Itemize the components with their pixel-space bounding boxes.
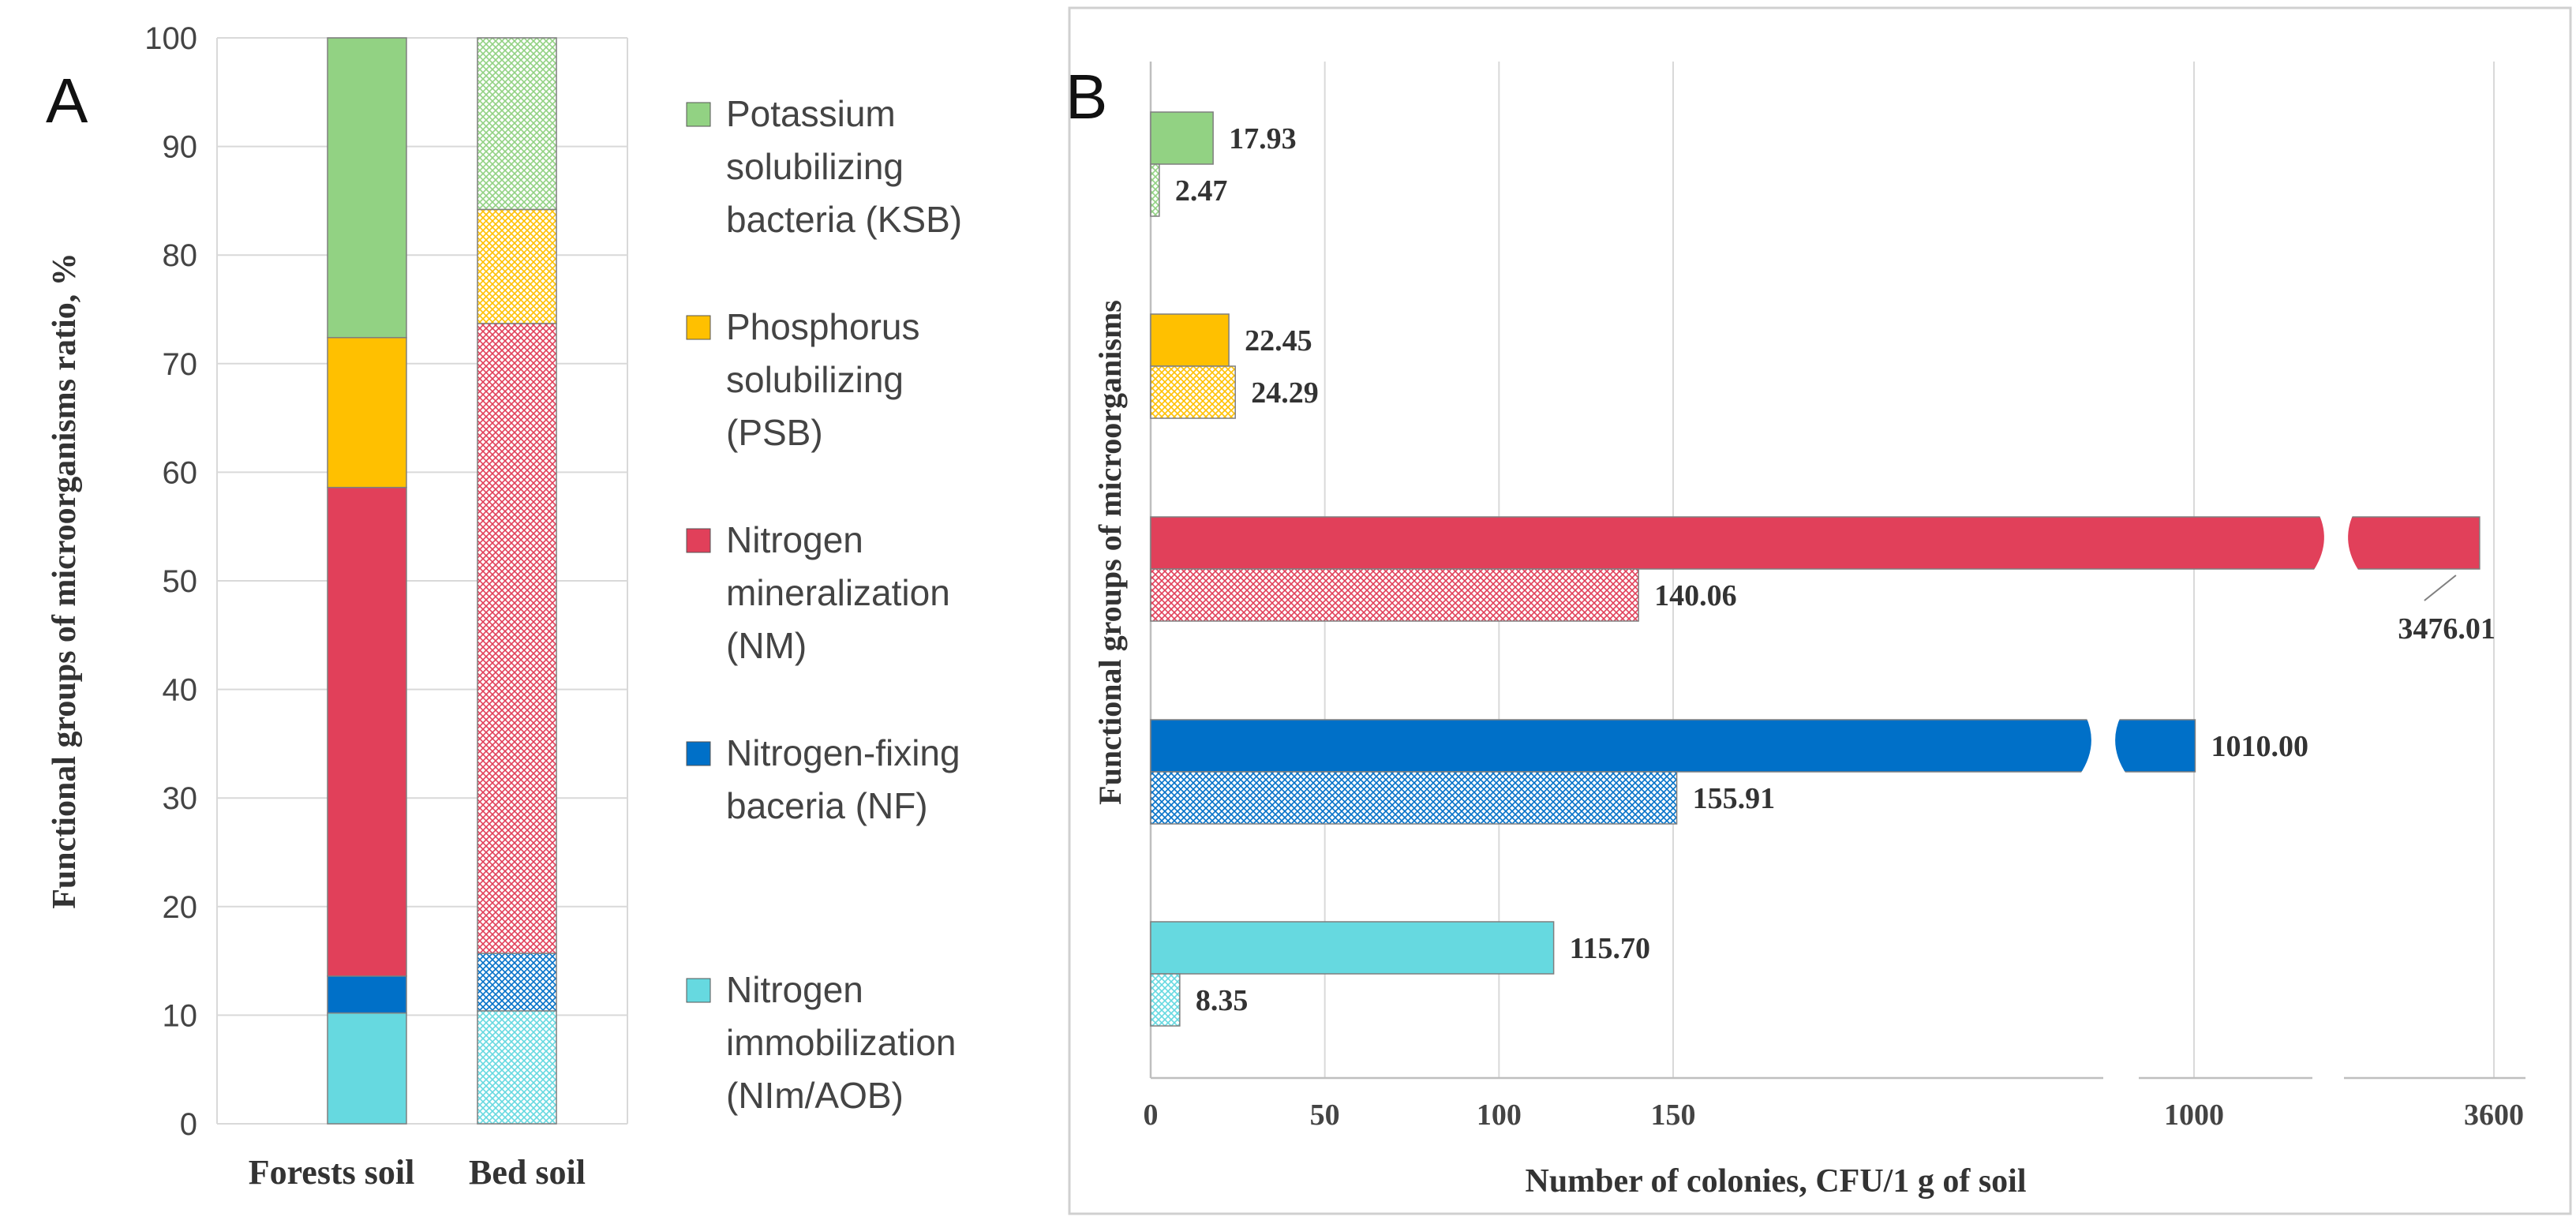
panel-a-bar-segment — [477, 1010, 557, 1125]
panel-a-category-label: Forests soil — [249, 1153, 415, 1192]
panel-b-x-tick-label: 50 — [1310, 1099, 1340, 1132]
panel-b-bar-bed — [1150, 568, 1639, 622]
panel-b-axis-break-gap — [2312, 514, 2360, 572]
panel-b-x-tick-label: 3600 — [2464, 1099, 2524, 1132]
panel-a-bar-segment — [477, 37, 557, 211]
panel-b-x-tick-label: 0 — [1144, 1099, 1159, 1132]
panel-b-bar-bed — [1150, 771, 1678, 825]
legend-entry-text: (NIm/AOB) — [726, 1075, 904, 1116]
panel-a-y-tick-label: 70 — [163, 347, 198, 382]
panel-a-y-tick-label: 0 — [180, 1107, 197, 1142]
panel-a-y-tick-label: 40 — [163, 673, 198, 708]
panel-a-bar-segment — [327, 37, 407, 339]
panel-b-axis-break-gap — [2080, 717, 2127, 775]
panel-a-y-tick-label: 20 — [163, 890, 198, 925]
legend-entry-text: (PSB) — [726, 412, 823, 453]
panel-b-value-label: 155.91 — [1693, 782, 1776, 815]
legend-entry-text: Nitrogen — [726, 519, 863, 560]
panel-b-label: B — [1065, 62, 1107, 132]
legend-entry-text: (NM) — [726, 625, 807, 666]
panel-b-bar-bed — [1150, 365, 1236, 419]
legend-swatch — [686, 978, 711, 1003]
legend-entry-text: baceria (NF) — [726, 785, 928, 826]
panel-b-x-tick-label: 150 — [1651, 1099, 1696, 1132]
panel-a-y-tick-label: 90 — [163, 130, 198, 165]
legend-entry-text: solubilizing — [726, 146, 904, 187]
panel-a-bar-segment — [327, 486, 407, 977]
legend-entry-text: Potassium — [726, 93, 896, 134]
panel-b-value-label: 3476.01 — [2398, 612, 2496, 646]
panel-b-bar-forest — [1150, 719, 2196, 773]
panel-b-bar-forest — [1150, 921, 1555, 975]
panel-b-value-label: 24.29 — [1251, 376, 1319, 410]
panel-b-x-axis-label: Number of colonies, CFU/1 g of soil — [1525, 1163, 2026, 1200]
panel-a-y-tick-label: 10 — [163, 998, 198, 1033]
panel-b-bar-forest — [1150, 111, 1214, 165]
panel-b-value-label: 17.93 — [1229, 122, 1297, 155]
legend-entry-text: Nitrogen — [726, 969, 863, 1010]
panel-a: A 0 10 20 30 40 50 60 70 80 90 100 Forests soil Bed… — [46, 21, 962, 1192]
legend-entry-text: solubilizing — [726, 359, 904, 400]
panel-a-y-tick-label: 30 — [163, 781, 198, 816]
panel-a-bar-segment — [477, 323, 557, 954]
legend-entry-text: mineralization — [726, 572, 950, 613]
panel-b: B 17.932.47 22.45 24.29 3476.01 140.06 1010.0… — [1065, 6, 2572, 1215]
panel-a-y-tick-label: 60 — [163, 455, 198, 490]
panel-b-bar-forest — [1150, 516, 2481, 570]
panel-b-value-label: 8.35 — [1196, 984, 1249, 1017]
panel-a-y-tick-label: 100 — [144, 21, 197, 56]
legend-swatch — [686, 741, 711, 766]
panel-b-x-tick-label: 1000 — [2164, 1099, 2224, 1132]
panel-b-bar-forest — [1150, 313, 1230, 367]
panel-b-bar-bed — [1150, 973, 1181, 1027]
panel-a-bar-segment — [477, 208, 557, 324]
panel-a-bar-segment — [327, 337, 407, 488]
panel-b-value-label: 115.70 — [1570, 932, 1650, 965]
panel-b-value-label: 140.06 — [1654, 579, 1737, 612]
panel-b-leader-line — [2424, 575, 2457, 601]
panel-b-x-tick-label: 100 — [1477, 1099, 1522, 1132]
legend-swatch — [686, 102, 711, 127]
panel-b-frame — [1068, 6, 2572, 1215]
panel-a-y-axis-label: Functional groups of microorganisms rati… — [47, 253, 83, 908]
panel-a-category-label: Bed soil — [469, 1153, 586, 1192]
panel-b-bar-bed — [1150, 163, 1160, 217]
legend-entry-text: immobilization — [726, 1022, 956, 1063]
panel-a-y-tick-label: 50 — [163, 564, 198, 599]
panel-b-value-label: 2.47 — [1175, 174, 1228, 208]
panel-b-value-label: 22.45 — [1245, 324, 1312, 357]
panel-a-y-tick-label: 80 — [163, 238, 198, 273]
legend-swatch — [686, 315, 711, 340]
panel-a-bar-segment — [327, 1012, 407, 1125]
panel-b-y-axis-label: Functional groups of microorganisms — [1092, 300, 1128, 805]
legend-entry-text: Phosphorus — [726, 306, 920, 347]
legend-entry-text: bacteria (KSB) — [726, 199, 962, 240]
panel-a-bar-segment — [477, 953, 557, 1012]
legend-entry-text: Nitrogen-fixing — [726, 732, 960, 773]
panel-a-bar-segment — [327, 975, 407, 1014]
legend-swatch — [686, 528, 711, 553]
panel-b-value-label: 1010.00 — [2211, 730, 2308, 763]
panel-a-label: A — [46, 66, 88, 136]
